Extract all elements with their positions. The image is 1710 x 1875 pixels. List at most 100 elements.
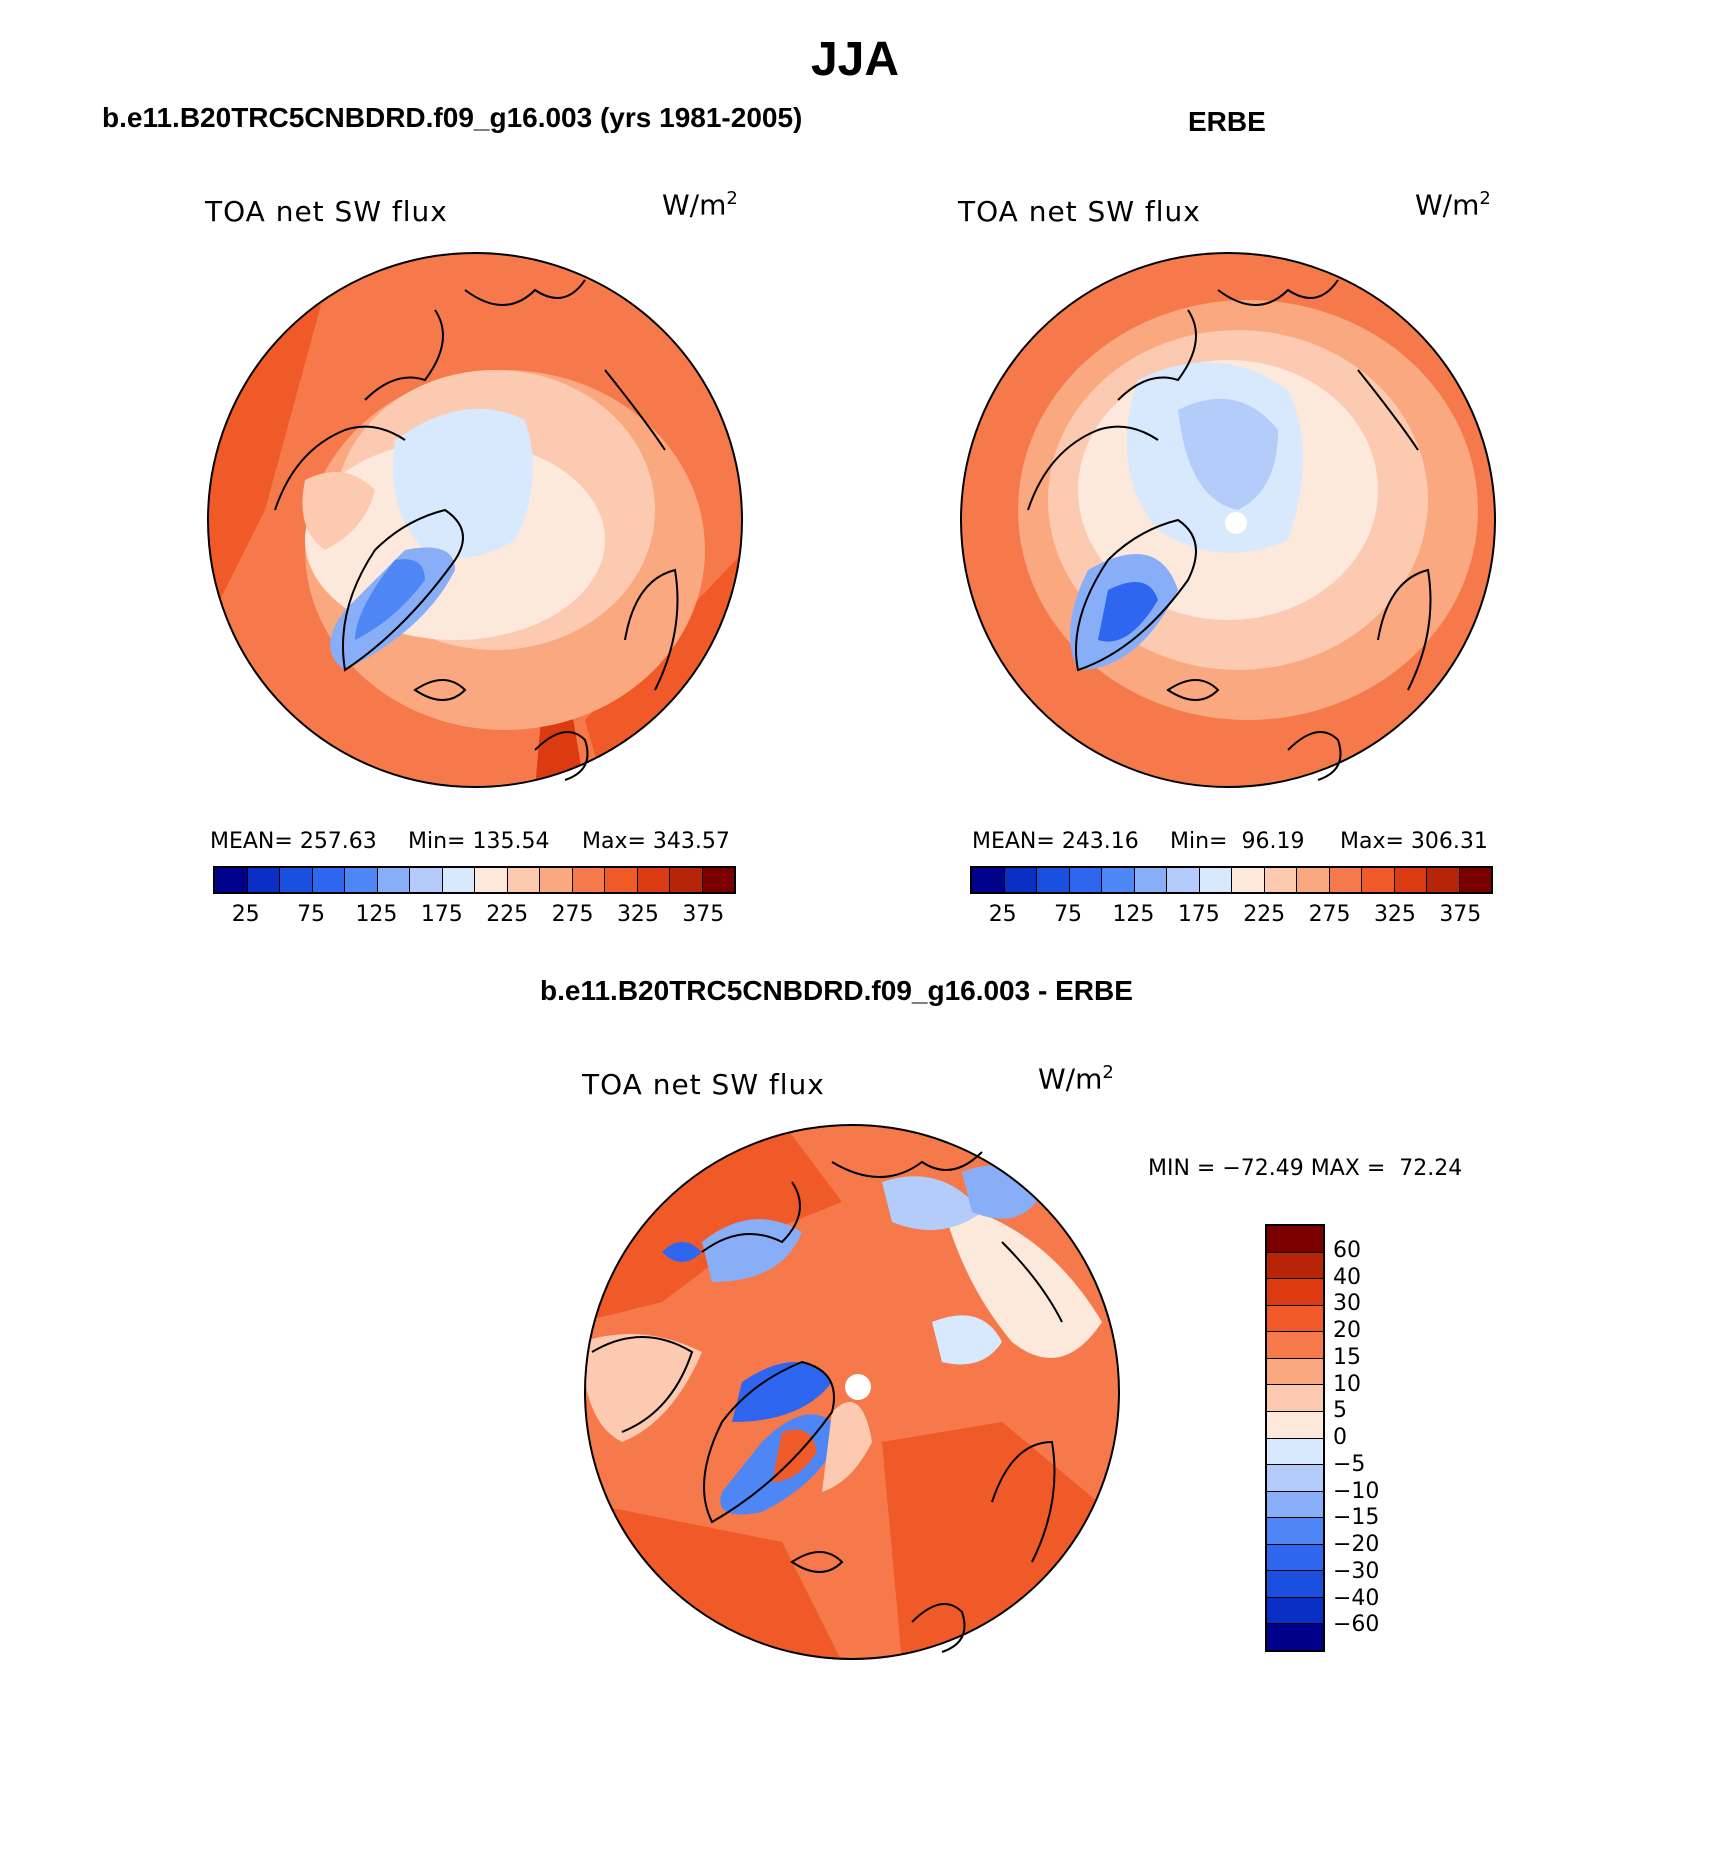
obs-colorbar-ticks: 25 75 125 175 225 275 325 375 [970,902,1493,932]
obs-polar-map [960,252,1496,788]
obs-colorbar-swatch [1004,868,1037,892]
obs-colorbar-tick-label: 325 [1373,902,1416,927]
model-colorbar [213,866,736,894]
diff-colorbar-swatch [1267,1226,1323,1253]
obs-coastlines [1027,279,1432,781]
model-mean-stat: MEAN= 257.63 [210,829,377,854]
model-units: W/m2 [662,188,738,222]
diff-colorbar-tick-label: −10 [1333,1478,1380,1504]
model-colorbar-swatch [345,868,378,892]
diff-colorbar-swatch [1267,1518,1323,1545]
model-colorbar-swatch [280,868,313,892]
diff-colorbar-tick-label: 15 [1333,1344,1361,1370]
obs-colorbar-swatch [1427,868,1460,892]
model-colorbar-swatch [507,868,540,892]
diff-colorbar-tick-label: 5 [1333,1398,1347,1424]
diff-colorbar-tick-label: 10 [1333,1371,1361,1397]
model-sea-ice-region [393,408,533,558]
diff-minmax-stat: MIN = −72.49 MAX = 72.24 [1148,1156,1463,1181]
diff-colorbar-tick-label: 30 [1333,1291,1361,1317]
model-colorbar-swatch [637,868,670,892]
diff-units: W/m2 [1038,1062,1114,1096]
obs-colorbar-swatch [1134,868,1167,892]
diff-colorbar-swatch [1267,1438,1323,1466]
obs-colorbar-swatch [1394,868,1427,892]
obs-map-border [960,252,1496,788]
model-polar-map [207,252,743,788]
diff-colorbar-swatch [1267,1332,1323,1359]
figure-title: JJA [810,33,900,86]
diff-colorbar-tick-label: −40 [1333,1585,1380,1611]
diff-variable-label: TOA net SW flux [582,1068,825,1101]
model-colorbar-tick-label: 275 [551,902,594,927]
model-colorbar-swatch [475,868,508,892]
diff-colorbar-swatch [1267,1597,1323,1625]
obs-colorbar-tick-label: 125 [1112,902,1155,927]
model-colorbar-ticks: 25 75 125 175 225 275 325 375 [213,902,736,932]
model-colorbar-tick-label: 125 [355,902,398,927]
diff-colorbar-swatch [1267,1465,1323,1492]
obs-variable-label: TOA net SW flux [958,195,1201,228]
model-max-stat: Max= 343.57 [582,829,730,854]
model-colorbar-swatch [410,868,443,892]
model-colorbar-swatch [605,868,638,892]
model-colorbar-swatch [442,868,475,892]
model-colorbar-swatch [312,868,345,892]
obs-colorbar-swatch [1362,868,1395,892]
diff-colorbar-tick-label: −30 [1333,1558,1380,1584]
diff-colorbar-swatch [1267,1279,1323,1306]
obs-colorbar-tick-label: 375 [1439,902,1482,927]
diff-map-border [584,1124,1120,1660]
diff-colorbar-swatch [1267,1385,1323,1412]
obs-colorbar-tick-label: 275 [1308,902,1351,927]
model-colorbar-tick-label: 375 [682,902,725,927]
diff-panel-title: b.e11.B20TRC5CNBDRD.f09_g16.003 - ERBE [540,975,1133,1006]
model-colorbar-swatch [247,868,280,892]
diff-colorbar-tick-label: 60 [1333,1237,1361,1263]
obs-colorbar-tick-label: 25 [988,902,1017,927]
model-variable-label: TOA net SW flux [205,195,448,228]
obs-colorbar-tick-label: 225 [1243,902,1286,927]
diff-colorbar-swatch [1267,1491,1323,1519]
model-coastlines [274,279,679,781]
model-colorbar-tick-label: 225 [486,902,529,927]
diff-colorbar-tick-label: 0 [1333,1425,1347,1450]
model-colorbar-tick-label: 75 [297,902,326,927]
diff-colorbar-tick-label: −15 [1333,1505,1380,1531]
obs-colorbar-swatch [1459,868,1491,892]
model-colorbar-swatch [572,868,605,892]
diff-colorbar-swatch [1267,1305,1323,1333]
diff-colorbar [1265,1224,1325,1652]
obs-colorbar-swatch [1232,868,1265,892]
obs-colorbar-tick-label: 75 [1054,902,1083,927]
diff-colorbar-swatch [1267,1252,1323,1280]
obs-colorbar-swatch [1102,868,1135,892]
obs-mean-stat: MEAN= 243.16 [972,829,1139,854]
obs-colorbar-swatch [1297,868,1330,892]
model-colorbar-tick-label: 325 [616,902,659,927]
diff-colorbar-tick-label: −5 [1333,1451,1366,1477]
diff-colorbar-ticks: 60 40 30 20 15 10 5 0 −5 −10 −15 −20 −30 −40 −60 [1333,1224,1413,1652]
model-panel-title: b.e11.B20TRC5CNBDRD.f09_g16.003 (yrs 198… [102,102,803,133]
model-map-border [207,252,743,788]
model-colorbar-swatch [540,868,573,892]
model-colorbar-swatch [215,868,248,892]
obs-colorbar-swatch [1069,868,1102,892]
model-colorbar-swatch [670,868,703,892]
diff-colorbar-swatch [1267,1544,1323,1572]
model-colorbar-tick-label: 175 [420,902,463,927]
obs-pole-hole [1225,512,1247,534]
diff-colorbar-tick-label: 20 [1333,1318,1361,1343]
model-colorbar-swatch [702,868,734,892]
diff-negative-region-north [702,1219,802,1282]
diff-colorbar-swatch [1267,1358,1323,1386]
diff-colorbar-swatch [1267,1571,1323,1598]
obs-colorbar-swatch [1199,868,1232,892]
obs-units: W/m2 [1415,188,1491,222]
diff-colorbar-tick-label: −60 [1333,1612,1380,1638]
obs-min-stat: Min= 96.19 [1170,829,1305,854]
model-min-stat: Min= 135.54 [408,829,550,854]
obs-max-stat: Max= 306.31 [1340,829,1488,854]
obs-colorbar-swatch [972,868,1005,892]
diff-coastlines [591,1151,1063,1653]
